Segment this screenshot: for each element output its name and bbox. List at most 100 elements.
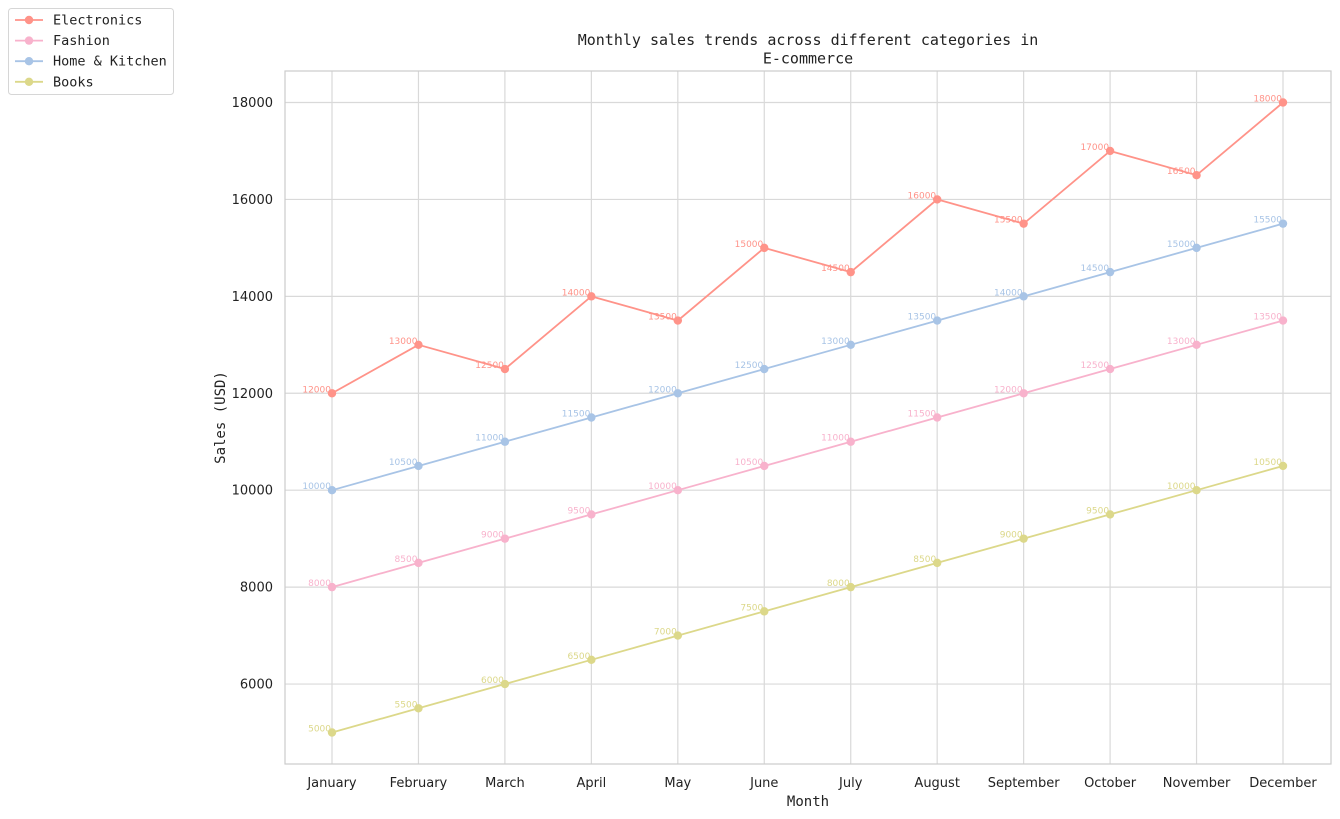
- data-label: 10500: [1253, 458, 1282, 468]
- x-tick-label: June: [749, 776, 778, 791]
- data-point: [587, 413, 596, 422]
- data-label: 16500: [1167, 167, 1196, 177]
- data-point: [414, 558, 423, 568]
- data-point: [846, 437, 855, 446]
- y-tick-label: 6000: [240, 678, 273, 693]
- data-label: 6000: [481, 676, 504, 686]
- data-point: [587, 292, 596, 301]
- data-point: [500, 534, 510, 543]
- data-point: [1019, 219, 1028, 228]
- data-point: [414, 704, 423, 713]
- legend-dot-marker: [24, 77, 34, 87]
- legend-item[interactable]: Home & Kitchen: [15, 54, 167, 70]
- x-tick-label: October: [1084, 776, 1137, 791]
- data-label: 15500: [1253, 216, 1282, 226]
- data-label: 17000: [1080, 143, 1109, 153]
- data-label: 13000: [821, 337, 850, 347]
- data-label: 7500: [740, 603, 763, 613]
- data-point: [1192, 243, 1201, 253]
- legend-label: Electronics: [53, 13, 142, 29]
- data-label: 10000: [648, 482, 677, 492]
- chart-title: Monthly sales trends across different ca…: [578, 31, 1039, 68]
- data-label: 14500: [1080, 264, 1109, 274]
- data-label: 12000: [648, 385, 677, 395]
- legend-item[interactable]: Fashion: [15, 33, 110, 49]
- data-point: [932, 413, 942, 422]
- data-label: 15000: [1167, 240, 1196, 250]
- data-label: 14000: [562, 288, 591, 298]
- data-point: [673, 485, 683, 495]
- data-label: 9000: [1000, 531, 1023, 541]
- legend-item[interactable]: Books: [15, 74, 94, 90]
- x-tick-label: September: [988, 776, 1061, 791]
- data-label: 12500: [735, 361, 764, 371]
- series-electronics: 12000 13000 12500 14000 13500 15000 14500 16000…: [302, 95, 1288, 398]
- data-label: 11000: [475, 434, 504, 444]
- data-point: [846, 582, 855, 592]
- data-point: [760, 461, 769, 471]
- data-label: 9500: [1086, 506, 1109, 516]
- y-tick-label: 8000: [240, 581, 273, 596]
- data-point: [500, 364, 510, 374]
- x-tick-label: April: [577, 776, 607, 791]
- legend-item[interactable]: Electronics: [15, 13, 142, 29]
- data-point: [673, 631, 683, 640]
- data-point: [327, 728, 337, 737]
- series-line: [331, 101, 1284, 395]
- data-label: 8000: [308, 579, 331, 589]
- series-fashion: 8000 8500 9000 9500 10000 10500 11000 11500 1200…: [308, 313, 1288, 592]
- data-label: 8500: [395, 555, 418, 565]
- legend[interactable]: Electronics Fashion Home & Kitchen Books: [8, 8, 174, 95]
- y-tick-label: 14000: [232, 290, 273, 305]
- data-point: [587, 655, 596, 665]
- data-label: 14000: [994, 288, 1023, 298]
- y-tick-label: 16000: [232, 193, 273, 208]
- y-tick-label: 18000: [232, 96, 273, 111]
- data-label: 12000: [994, 385, 1023, 395]
- series-line: [331, 465, 1284, 734]
- data-point: [414, 461, 423, 471]
- data-point: [673, 389, 683, 398]
- data-label: 13500: [908, 313, 937, 323]
- data-point: [760, 364, 769, 374]
- data-label: 12500: [1080, 361, 1109, 371]
- chart-title-line: E-commerce: [763, 50, 853, 68]
- data-point: [500, 679, 510, 689]
- series-line: [331, 222, 1284, 492]
- data-point: [1019, 389, 1028, 398]
- data-label: 10000: [1167, 482, 1196, 492]
- data-label: 10500: [735, 458, 764, 468]
- grid: [285, 71, 1331, 764]
- data-label: 14500: [821, 264, 850, 274]
- data-point: [327, 389, 337, 398]
- data-label: 13500: [1253, 313, 1282, 323]
- data-label: 15500: [994, 216, 1023, 226]
- data-point: [1192, 485, 1201, 495]
- data-point: [932, 316, 942, 325]
- data-point: [932, 558, 942, 568]
- data-label: 18000: [1253, 95, 1282, 105]
- legend-box: [8, 8, 174, 95]
- data-point: [1019, 534, 1028, 543]
- y-tick-label: 10000: [232, 484, 273, 499]
- data-point: [673, 316, 683, 325]
- series-line: [331, 319, 1284, 588]
- data-point: [760, 607, 769, 616]
- data-label: 10000: [302, 482, 331, 492]
- x-axis-label: Month: [787, 794, 829, 810]
- data-point: [1192, 340, 1201, 350]
- data-label: 9500: [567, 506, 590, 516]
- data-label: 11000: [821, 434, 850, 444]
- data-point: [1278, 98, 1288, 107]
- data-label: 12500: [475, 361, 504, 371]
- x-tick-label: January: [306, 776, 357, 791]
- data-point: [1019, 292, 1028, 301]
- legend-dot-marker: [24, 15, 34, 25]
- data-label: 8000: [827, 579, 850, 589]
- chart-title-line: Monthly sales trends across different ca…: [578, 31, 1039, 49]
- legend-dot-marker: [24, 57, 34, 66]
- data-label: 8500: [913, 555, 936, 565]
- series-books: 5000 5500 6000 6500 7000 7500 8000 8500 9000 9500…: [308, 458, 1288, 737]
- data-label: 13000: [389, 337, 418, 347]
